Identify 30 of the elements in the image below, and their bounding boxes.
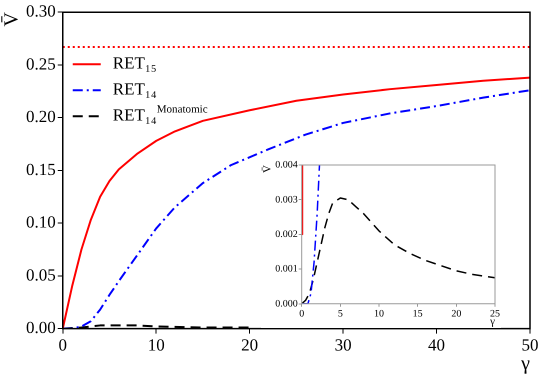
x-tick-label: 20 bbox=[451, 308, 462, 320]
x-tick-label: 50 bbox=[522, 335, 538, 354]
x-tick-label: 10 bbox=[148, 335, 165, 354]
x-tick-label: 40 bbox=[428, 335, 446, 354]
y-tick-label: 0.001 bbox=[275, 264, 298, 275]
line-series bbox=[302, 197, 495, 304]
y-tick-label: 0.000 bbox=[275, 298, 298, 310]
y-axis-title: V̄ bbox=[261, 164, 274, 173]
y-tick-label: 0.25 bbox=[26, 54, 56, 74]
x-tick-label: 0 bbox=[299, 308, 304, 320]
y-tick-label: 0.05 bbox=[26, 265, 56, 284]
y-tick-label: 0.00 bbox=[26, 318, 56, 338]
y-tick-label: 0.10 bbox=[26, 212, 56, 232]
legend-label: RET₁₄ bbox=[112, 80, 157, 99]
y-tick-label: 0.30 bbox=[26, 2, 56, 21]
y-tick-label: 0.003 bbox=[275, 194, 298, 206]
legend-label: RET₁₅ bbox=[112, 54, 157, 73]
y-axis-title: V̄ bbox=[0, 12, 22, 27]
y-tick-label: 0.004 bbox=[275, 160, 298, 171]
y-tick-label: 0.002 bbox=[275, 229, 298, 240]
y-tick-label: 0.20 bbox=[26, 107, 56, 126]
x-tick-label: 15 bbox=[412, 308, 423, 320]
x-tick-label: 0 bbox=[58, 335, 67, 354]
x-tick-label: 30 bbox=[334, 335, 352, 354]
x-tick-label: 20 bbox=[241, 335, 258, 354]
line-series bbox=[302, 165, 320, 304]
y-tick-label: 0.15 bbox=[26, 160, 56, 179]
x-axis-title: γ bbox=[520, 352, 530, 374]
x-tick-label: 10 bbox=[374, 308, 384, 320]
x-tick-label: 5 bbox=[338, 308, 343, 320]
